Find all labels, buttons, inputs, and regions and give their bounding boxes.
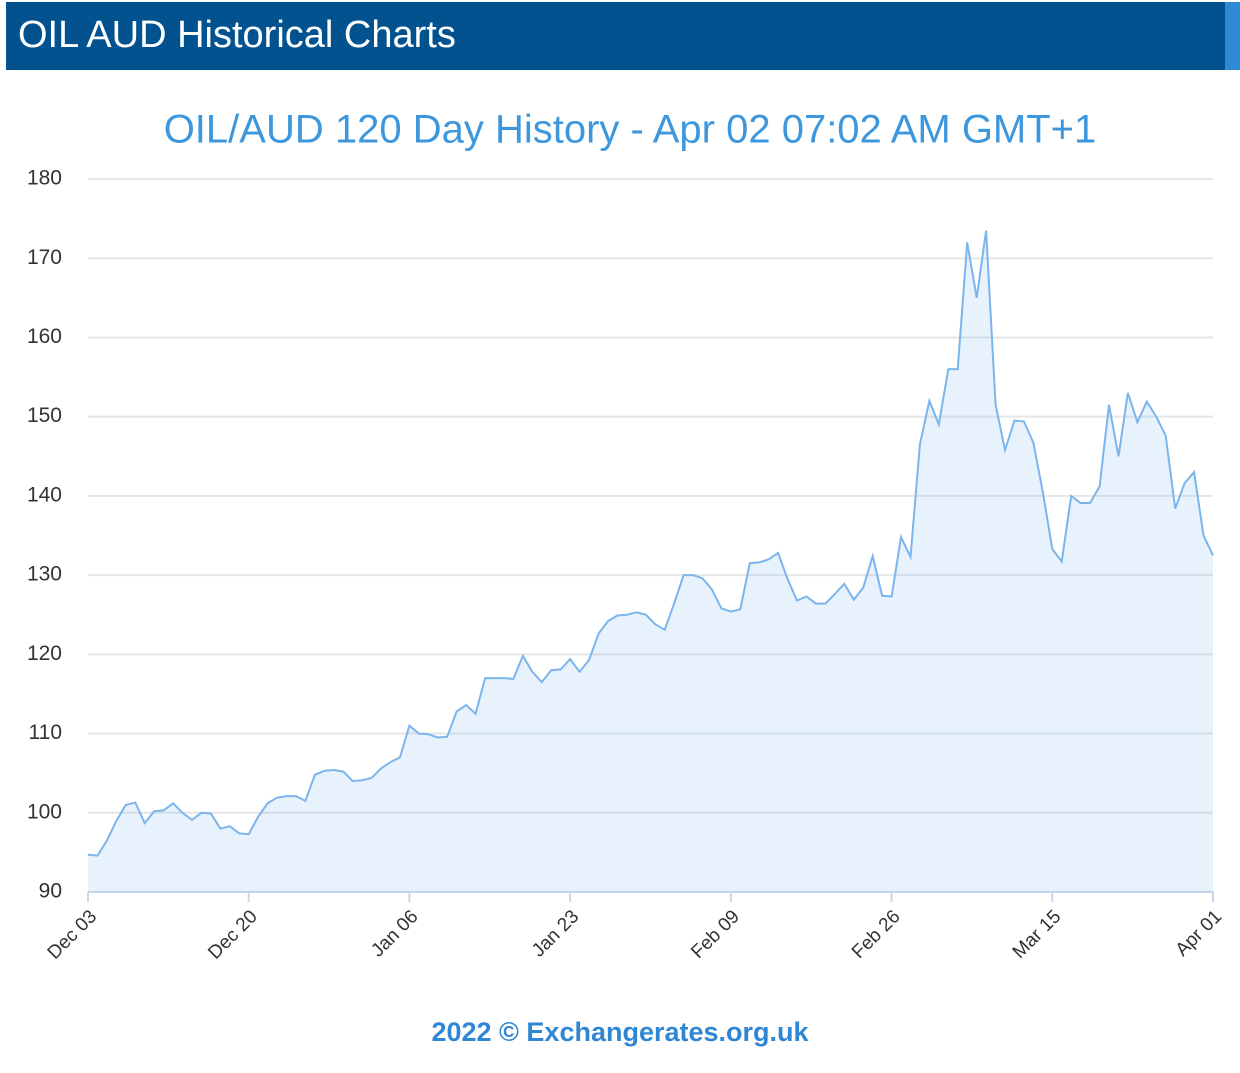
y-tick-label: 90 (39, 880, 62, 903)
x-tick-label: Mar 15 (1009, 906, 1066, 963)
x-tick-label: Dec 03 (44, 906, 101, 963)
footer-credit: 2022 © Exchangerates.org.uk (431, 1017, 809, 1047)
x-tick-label: Feb 09 (687, 906, 744, 963)
x-tick-label: Dec 20 (204, 906, 261, 963)
y-tick-label: 130 (27, 563, 62, 586)
y-tick-label: 170 (27, 246, 62, 269)
header-bar (6, 2, 1240, 70)
x-tick-label: Jan 23 (528, 906, 583, 961)
y-tick-label: 110 (29, 721, 62, 744)
x-tick-label: Feb 26 (848, 906, 905, 963)
y-tick-label: 150 (27, 404, 62, 427)
x-tick-label: Apr 01 (1172, 906, 1226, 960)
area-fill (88, 230, 1213, 892)
y-tick-label: 140 (27, 483, 62, 506)
header-accent (1225, 2, 1240, 70)
y-tick-label: 120 (27, 642, 62, 665)
y-tick-label: 180 (27, 167, 62, 190)
y-tick-label: 100 (27, 800, 62, 823)
x-tick-label: Jan 06 (367, 906, 422, 961)
line (87, 230, 1214, 857)
chart-title: OIL/AUD 120 Day History - Apr 02 07:02 A… (164, 108, 1097, 152)
y-tick-label: 160 (27, 325, 62, 348)
header-title: OIL AUD Historical Charts (18, 14, 456, 56)
